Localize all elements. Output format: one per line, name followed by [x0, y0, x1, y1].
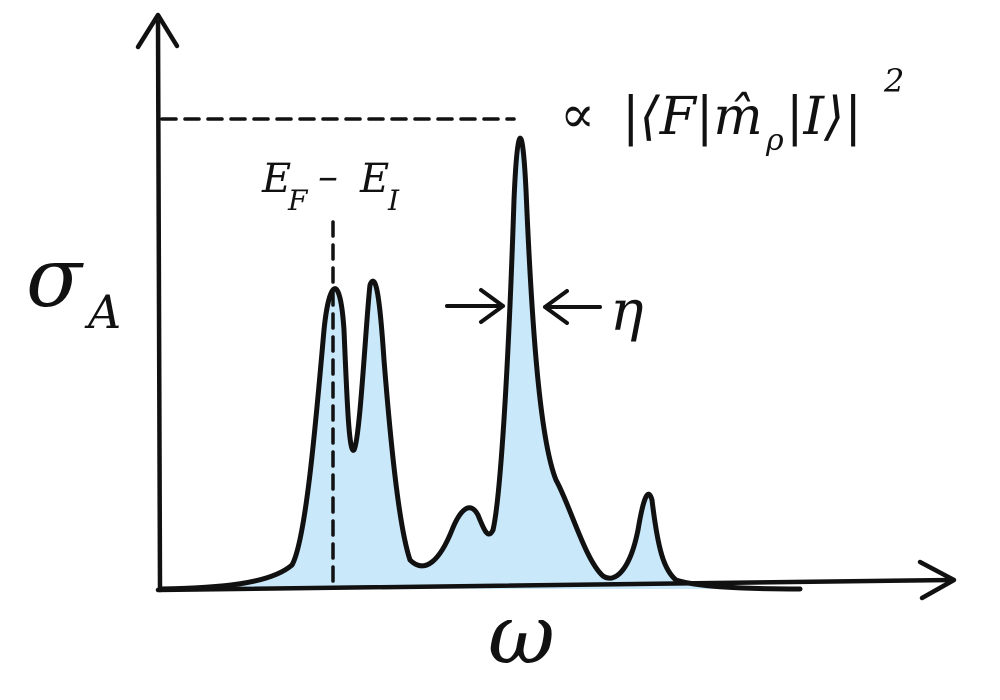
intensity-power: 2 [883, 62, 904, 100]
y-axis-line [155, 19, 163, 593]
intensity-matrix-element: |⟨F|m̂ [622, 87, 763, 147]
x-axis-label: ω [488, 588, 555, 683]
peak-energy-label-ef: E [261, 156, 291, 202]
intensity-matrix-element-end: |I⟩| [786, 87, 862, 147]
intensity-proportional-symbol: ∝ [560, 85, 595, 145]
width-arrow-right [543, 289, 602, 325]
width-arrow-left [445, 288, 505, 324]
spectrum-area [160, 138, 800, 589]
x-axis-arrowhead [917, 559, 957, 601]
peak-energy-label-ei: E [359, 156, 389, 202]
peak-energy-label-ei-subscript: I [387, 184, 400, 217]
x-axis-line [155, 577, 955, 593]
y-axis-label-subscript: A [84, 285, 121, 339]
peak-energy-label-minus: – [318, 154, 338, 200]
width-label: η [610, 279, 644, 344]
y-axis-label: σ [26, 231, 84, 326]
y-axis-arrowhead [135, 12, 180, 50]
spectrum-curve [157, 135, 803, 592]
peak-energy-label-ef-subscript: F [287, 184, 309, 217]
intensity-matrix-subscript: ρ [765, 123, 784, 158]
